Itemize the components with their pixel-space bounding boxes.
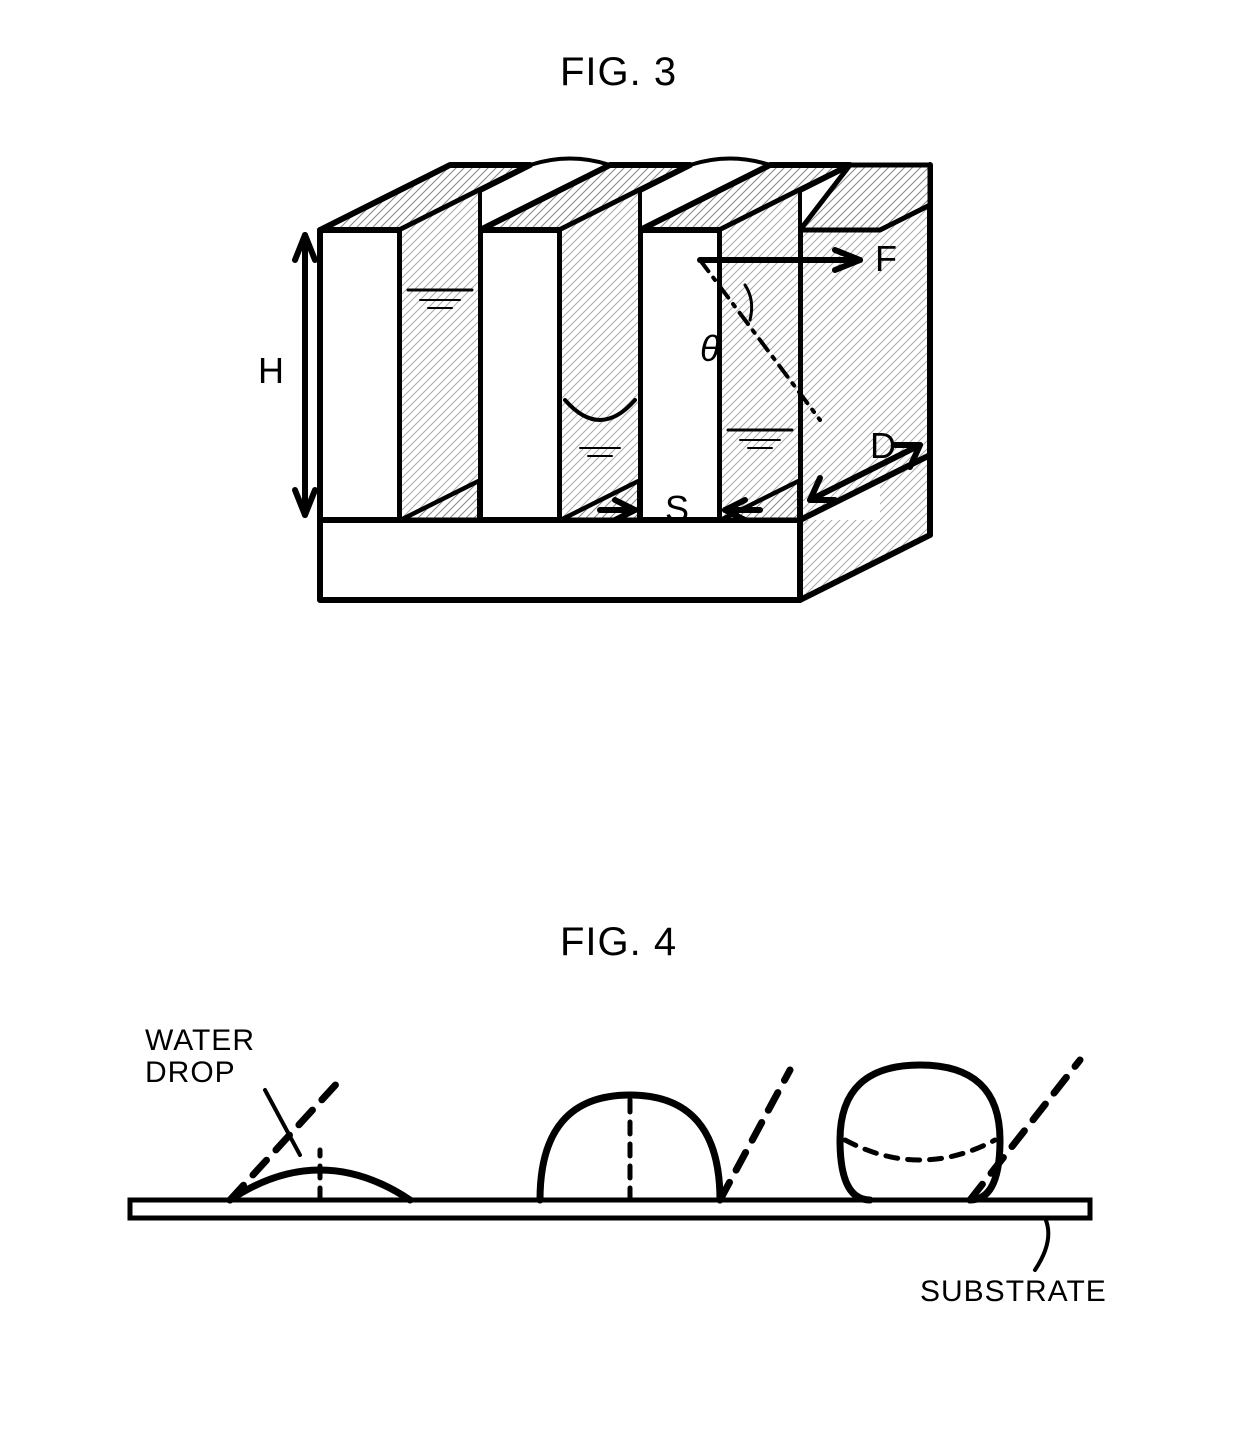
fig3-label-s: S [665,488,689,530]
page: FIG. 3 [0,0,1240,1450]
fig4-substrate-label: SUBSTRATE [920,1275,1107,1309]
fig3-label-f: F [875,238,897,280]
fig4-water-drop-label: WATER DROP [145,1025,255,1088]
fig4-title: FIG. 4 [560,920,677,965]
fig3-label-h: H [258,350,284,392]
fig3-label-d: D [870,425,896,467]
fig3-label-theta: θ [700,328,720,370]
fig3-diagram [0,0,1240,720]
